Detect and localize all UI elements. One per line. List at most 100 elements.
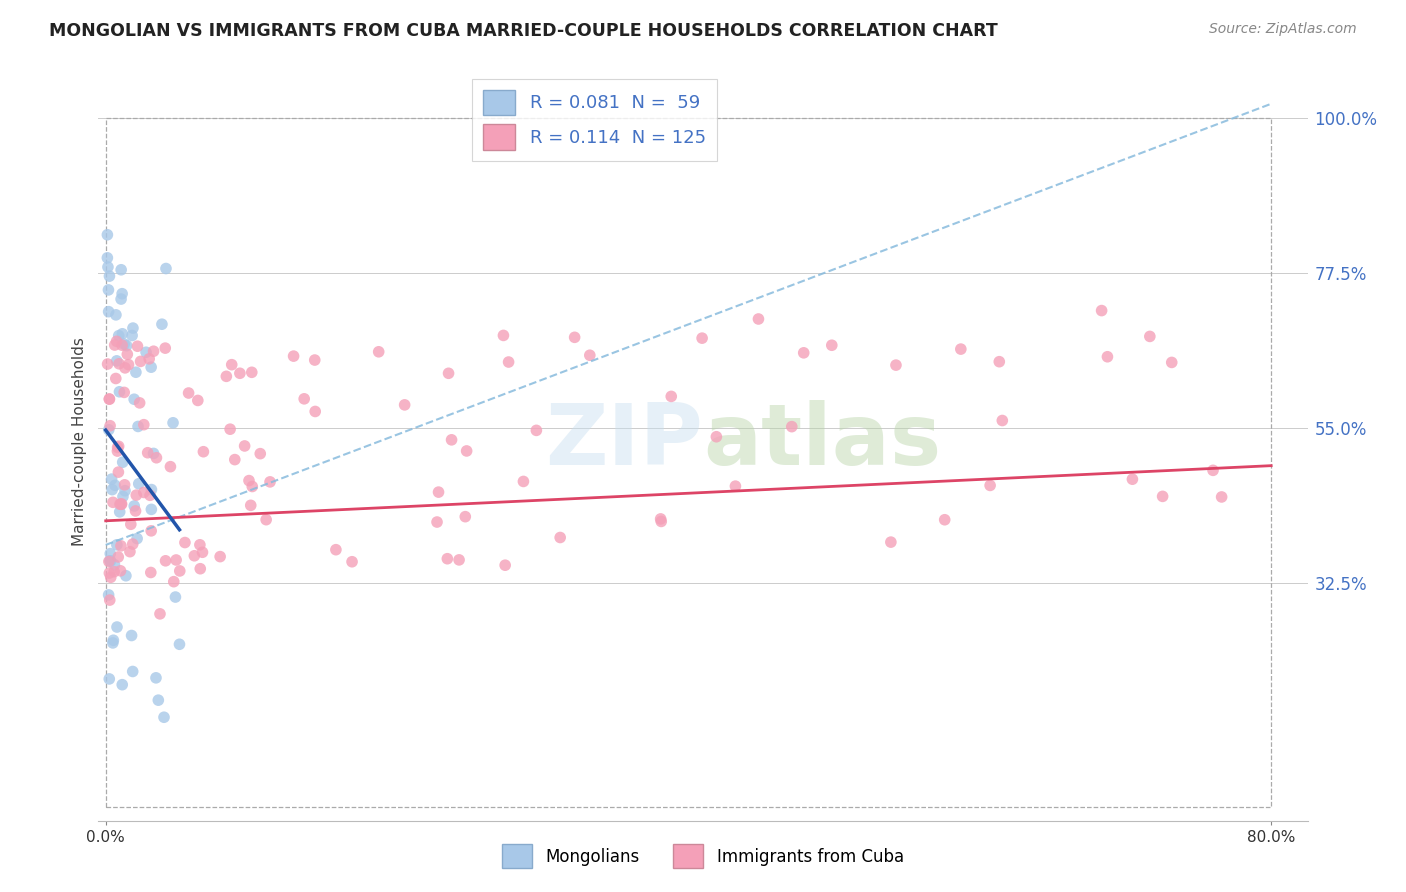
Point [118, 544, 141, 558]
Point [124, 504, 146, 518]
Point [101, 483, 124, 497]
Point [163, 574, 186, 589]
Point [104, 371, 127, 385]
Point [103, 565, 125, 579]
Point [114, 483, 136, 498]
Point [949, 342, 972, 356]
Point [240, 365, 263, 379]
Point [238, 474, 260, 488]
Point [98, 593, 121, 607]
Point [254, 513, 277, 527]
Point [292, 392, 315, 406]
Point [187, 393, 209, 408]
Point [1160, 355, 1182, 369]
Point [259, 475, 281, 489]
Point [884, 358, 907, 372]
Point [117, 347, 139, 361]
Point [98, 672, 121, 686]
Point [219, 422, 242, 436]
Point [125, 365, 148, 379]
Point [650, 515, 672, 529]
Point [100, 570, 122, 584]
Point [132, 485, 155, 500]
Point [110, 497, 132, 511]
Legend: R = 0.081  N =  59, R = 0.114  N = 125: R = 0.081 N = 59, R = 0.114 N = 125 [472, 79, 717, 161]
Point [98, 392, 121, 406]
Point [145, 671, 167, 685]
Point [122, 392, 145, 407]
Point [1152, 489, 1174, 503]
Point [111, 490, 134, 504]
Point [690, 331, 713, 345]
Point [524, 423, 547, 437]
Point [650, 512, 672, 526]
Point [138, 351, 160, 366]
Point [110, 539, 132, 553]
Point [125, 488, 148, 502]
Point [107, 439, 129, 453]
Point [98, 554, 121, 568]
Point [107, 441, 129, 455]
Point [162, 416, 184, 430]
Point [107, 444, 129, 458]
Point [121, 328, 143, 343]
Point [114, 360, 136, 375]
Point [141, 524, 163, 538]
Point [169, 637, 191, 651]
Point [221, 358, 243, 372]
Point [101, 636, 124, 650]
Point [1139, 329, 1161, 343]
Point [122, 321, 145, 335]
Point [103, 558, 125, 572]
Point [150, 317, 173, 331]
Point [148, 693, 170, 707]
Point [111, 338, 134, 352]
Point [111, 286, 134, 301]
Point [98, 392, 121, 406]
Point [155, 554, 177, 568]
Point [224, 452, 246, 467]
Point [114, 478, 136, 492]
Point [394, 398, 416, 412]
Point [169, 564, 191, 578]
Point [115, 568, 138, 582]
Point [105, 334, 128, 349]
Point [564, 330, 586, 344]
Point [142, 446, 165, 460]
Point [165, 553, 187, 567]
Point [121, 537, 143, 551]
Point [155, 261, 177, 276]
Point [104, 478, 127, 492]
Point [107, 328, 129, 343]
Point [97, 304, 120, 318]
Point [141, 483, 163, 497]
Text: atlas: atlas [703, 400, 941, 483]
Point [188, 538, 211, 552]
Point [979, 478, 1001, 492]
Point [111, 326, 134, 341]
Point [426, 515, 449, 529]
Point [100, 554, 122, 568]
Point [1091, 303, 1114, 318]
Point [149, 607, 172, 621]
Point [659, 389, 682, 403]
Point [780, 419, 803, 434]
Point [240, 479, 263, 493]
Point [145, 450, 167, 465]
Point [578, 348, 600, 362]
Point [127, 419, 149, 434]
Legend: Mongolians, Immigrants from Cuba: Mongolians, Immigrants from Cuba [496, 838, 910, 875]
Point [492, 328, 515, 343]
Point [706, 430, 728, 444]
Point [142, 344, 165, 359]
Point [110, 497, 132, 511]
Point [325, 542, 347, 557]
Point [233, 439, 256, 453]
Point [98, 418, 121, 433]
Point [934, 513, 956, 527]
Point [107, 549, 129, 564]
Point [165, 590, 187, 604]
Point [101, 495, 124, 509]
Point [110, 262, 132, 277]
Point [111, 678, 134, 692]
